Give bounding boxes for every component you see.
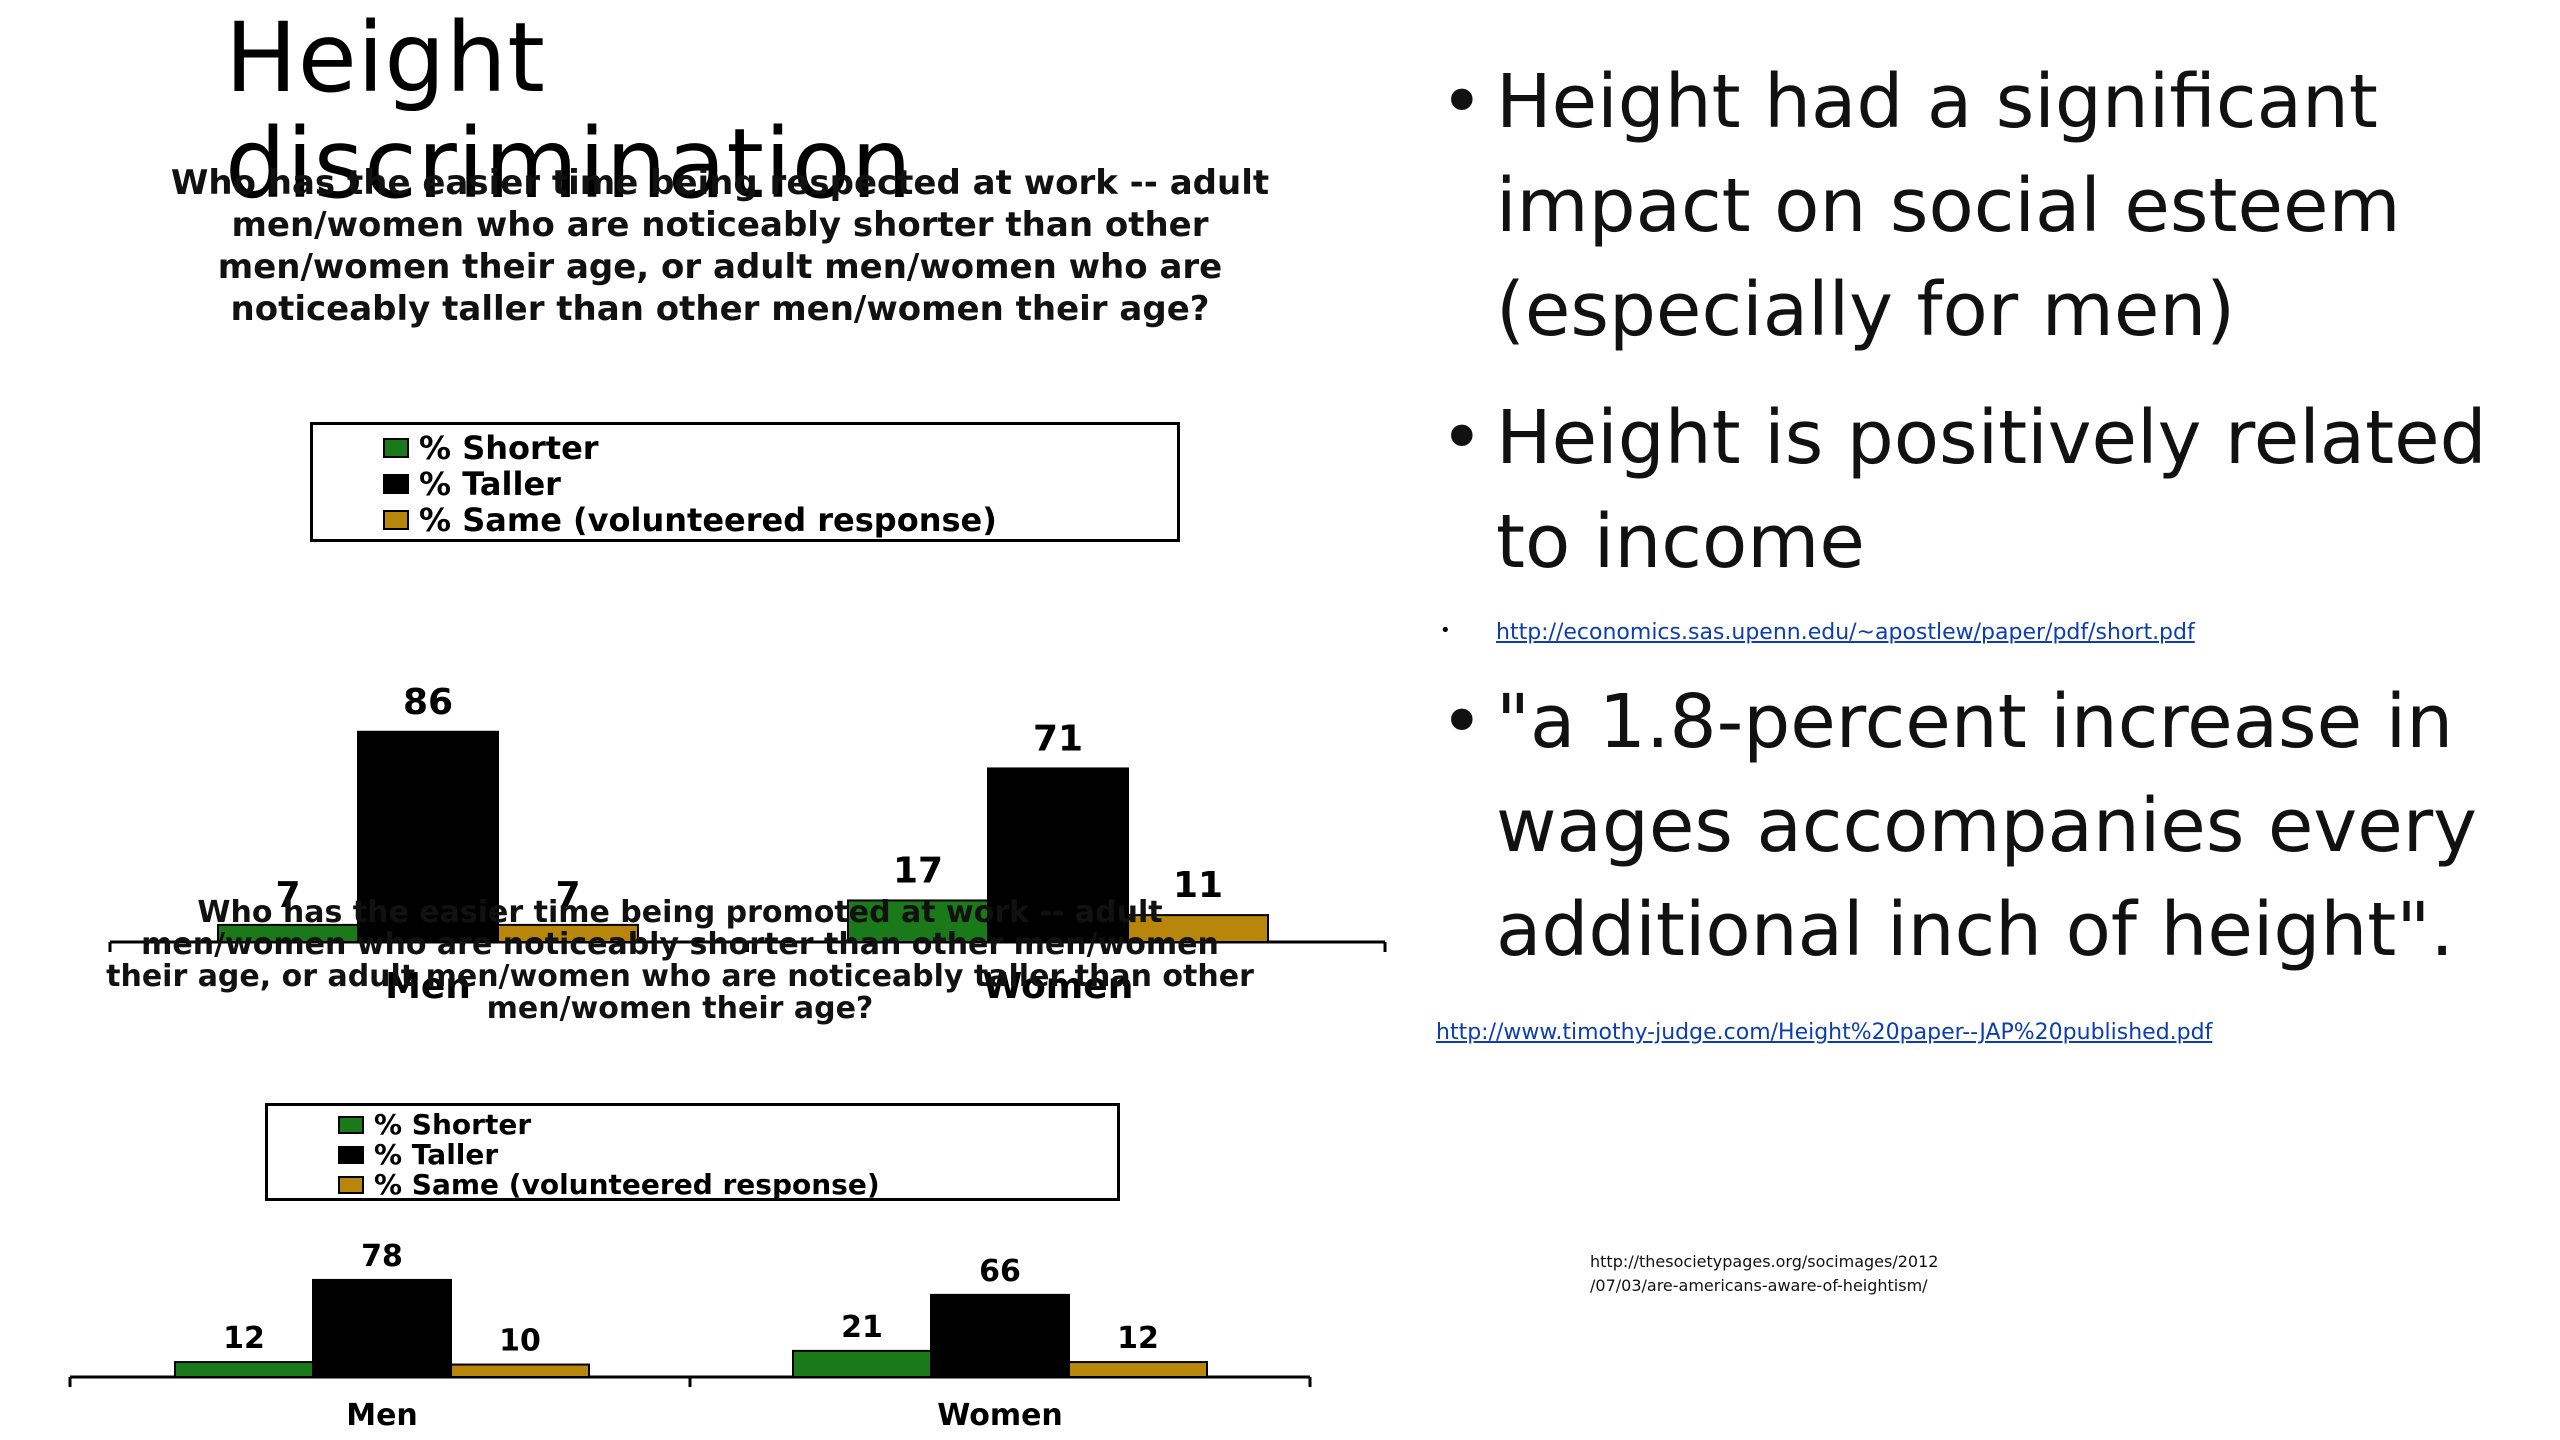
link-upenn-text[interactable]: http://economics.sas.upenn.edu/~apostlew… [1496,620,2195,645]
legend-item-same: % Same (volunteered response) [383,501,997,539]
chart-2-legend: % Shorter % Taller % Same (volunteered r… [265,1103,1120,1201]
legend-label-same: % Same (volunteered response) [374,1168,880,1201]
link-upenn-paper[interactable]: • http://economics.sas.upenn.edu/~apostl… [1440,620,2540,656]
legend-swatch-same [383,510,409,530]
legend-item-same: % Same (volunteered response) [338,1168,880,1201]
legend-swatch-shorter [383,438,409,458]
data-label-shorter-men: 12 [223,1321,265,1356]
source-note-line-1: http://thesocietypages.org/socimages/201… [1590,1252,1939,1271]
data-label-taller-men: 86 [403,682,453,723]
bullet-income: • Height is positively related to income [1440,386,2540,594]
slide-title: Height discrimination [225,2,913,220]
chart-1-legend: % Shorter % Taller % Same (volunteered r… [310,422,1180,542]
source-note: http://thesocietypages.org/socimages/201… [1590,1250,2010,1298]
bar-same-men [497,923,639,943]
bar-taller-men [312,1278,452,1378]
bullet-social-esteem: • Height had a significant impact on soc… [1440,50,2540,362]
data-label-taller-men: 78 [361,1239,403,1274]
legend-item-taller: % Taller [338,1138,498,1171]
legend-label-taller: % Taller [374,1138,499,1171]
data-label-shorter-women: 17 [893,850,943,891]
legend-label-shorter: % Shorter [419,429,599,467]
chart-2-plot: 12 78 10 Men 21 66 12 Women [68,1239,1312,1433]
bullet-text: Height is positively related to income [1496,395,2487,585]
bar-taller-women [930,1293,1070,1378]
category-label-men: Men [385,966,471,1007]
data-label-same-men: 10 [499,1324,541,1359]
category-label-women: Women [983,966,1134,1007]
legend-swatch-shorter [338,1115,364,1134]
bar-shorter-men [174,1361,314,1378]
data-label-shorter-men: 7 [275,875,300,916]
category-label-men: Men [346,1398,418,1433]
source-note-line-2: /07/03/are-americans-aware-of-heightism/ [1590,1276,1928,1295]
bar-same-women [1127,914,1269,944]
bullet-dot: • [1440,59,1484,145]
bullet-dot: • [1440,620,1451,641]
legend-swatch-taller [338,1145,364,1164]
data-label-same-women: 12 [1117,1321,1159,1356]
legend-item-taller: % Taller [383,465,561,503]
link-judge-paper[interactable]: http://www.timothy-judge.com/Height%20pa… [1436,1020,2540,1045]
link-judge-text[interactable]: http://www.timothy-judge.com/Height%20pa… [1436,1020,2213,1045]
data-label-taller-women: 71 [1033,718,1083,759]
category-label-women: Women [937,1398,1063,1433]
respected-at-work-chart: Who has the easier time being respected … [100,150,1400,1007]
data-label-taller-women: 66 [979,1254,1021,1289]
data-label-same-men: 7 [555,875,580,916]
legend-label-shorter: % Shorter [374,1108,532,1141]
chart-1-question: Who has the easier time being respected … [170,163,1270,329]
data-label-same-women: 11 [1173,865,1223,906]
bar-shorter-women [847,899,989,944]
bar-same-women [1068,1361,1208,1378]
bullet-wage-increase: • "a 1.8-percent increase in wages accom… [1440,670,2540,982]
bar-taller-men [357,730,499,943]
chart-1-plot: 7 86 7 Men 17 71 11 Women [108,682,1387,1007]
legend-label-same: % Same (volunteered response) [419,501,997,539]
legend-label-taller: % Taller [419,465,561,503]
data-label-shorter-women: 21 [841,1310,883,1345]
legend-item-shorter: % Shorter [383,429,599,467]
bullet-list: • Height had a significant impact on soc… [1436,50,2540,1045]
bar-shorter-women [792,1349,932,1379]
legend-item-shorter: % Shorter [338,1108,531,1141]
bullet-text: "a 1.8-percent increase in wages accompa… [1496,679,2477,973]
promoted-at-work-chart: Who has the easier time being promoted a… [60,895,1360,1440]
bullet-dot: • [1440,679,1484,765]
bullet-dot: • [1440,395,1484,481]
bullet-text: Height had a significant impact on socia… [1496,59,2401,353]
bar-taller-women [987,767,1129,943]
chart-2-question: Who has the easier time being promoted a… [106,895,1254,1026]
bar-same-men [450,1363,590,1379]
legend-swatch-same [338,1175,364,1194]
legend-swatch-taller [383,474,409,494]
